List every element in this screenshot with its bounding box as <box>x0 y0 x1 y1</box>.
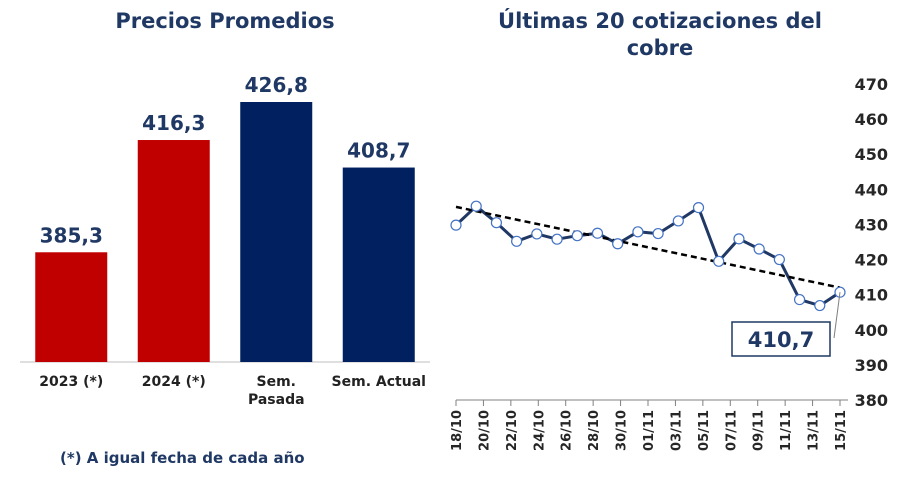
x-tick-label-2: 20/10 <box>477 410 492 451</box>
x-tick-label-8: 01/11 <box>642 410 657 451</box>
data-point-8 <box>591 227 604 239</box>
x-tick-label-10: 05/11 <box>697 410 712 451</box>
bar-2 <box>137 140 210 362</box>
y-tick-label-430: 430 <box>855 215 888 234</box>
y-tick-label-400: 400 <box>855 321 888 340</box>
data-point-2 <box>470 200 482 212</box>
average-prices-panel: Precios Promedios 385,3 2023 (*) 416,3 2024… <box>0 0 440 486</box>
x-tick-label-11: 07/11 <box>724 410 739 451</box>
bar-value-label-1: 385,3 <box>40 223 103 247</box>
data-point-19 <box>814 299 826 312</box>
y-tick-label-470: 470 <box>855 75 888 94</box>
data-point-4 <box>511 235 523 247</box>
data-point-5 <box>531 228 543 240</box>
data-point-18 <box>793 293 806 306</box>
data-point-14 <box>713 255 725 267</box>
copper-quotes-title: Últimas 20 cotizaciones del cobre <box>498 9 822 60</box>
x-tick-label-5: 26/10 <box>560 410 575 451</box>
bar-category-label-4: Sem. Actual <box>332 374 426 390</box>
trend-line <box>455 205 841 289</box>
last-value-callout-label: 410,7 <box>748 328 814 352</box>
bar-4 <box>342 167 415 362</box>
bar-value-label-2: 416,3 <box>142 111 205 135</box>
data-point-16 <box>753 243 765 255</box>
bar-value-label-4: 408,7 <box>347 139 410 163</box>
data-point-17 <box>773 253 785 266</box>
y-tick-label-390: 390 <box>855 356 888 375</box>
data-point-10 <box>632 226 644 238</box>
average-prices-bar-chart: 385,3 2023 (*) 416,3 2024 (*) 426,8 Sem. Pasad… <box>20 73 430 408</box>
bar-category-label-3: Sem. Pasada <box>248 374 305 408</box>
last-value-callout-box <box>731 321 831 357</box>
y-tick-label-440: 440 <box>855 180 888 199</box>
callout-leader-line <box>833 292 841 339</box>
x-tick-label-6: 28/10 <box>587 410 602 451</box>
bar-1 <box>35 252 108 362</box>
x-tick-label-3: 22/10 <box>505 410 520 451</box>
data-point-1 <box>450 219 462 231</box>
x-tick-label-7: 30/10 <box>615 410 630 451</box>
copper-quotes-panel: Últimas 20 cotizaciones del cobre 380 390… <box>440 0 898 486</box>
y-tick-label-460: 460 <box>855 110 888 129</box>
data-point-6 <box>551 233 563 245</box>
average-prices-title: Precios Promedios <box>115 9 335 33</box>
data-point-3 <box>490 217 503 229</box>
data-point-9 <box>612 238 624 250</box>
bar-category-label-2: 2024 (*) <box>142 374 206 390</box>
y-tick-label-410: 410 <box>855 286 888 305</box>
x-tick-label-12: 09/11 <box>752 410 767 451</box>
data-point-12 <box>672 215 684 227</box>
x-tick-label-13: 11/11 <box>779 410 794 451</box>
x-tick-label-1: 18/10 <box>450 410 465 451</box>
data-point-11 <box>652 227 664 240</box>
data-point-7 <box>571 230 583 242</box>
data-point-13 <box>692 201 705 214</box>
x-tick-label-4: 24/10 <box>532 410 547 451</box>
bar-value-label-3: 426,8 <box>245 73 308 97</box>
x-tick-label-14: 13/11 <box>807 410 822 451</box>
data-point-15 <box>733 233 745 245</box>
y-tick-label-380: 380 <box>855 391 888 410</box>
x-tick-label-15: 15/11 <box>834 410 849 451</box>
x-tick-label-9: 03/11 <box>669 410 684 451</box>
bar-3 <box>240 102 313 362</box>
copper-quotes-line-chart: 380 390 400 410 420 430 440 450 460 470 18/10 20/10… <box>450 75 888 451</box>
bar-category-label-1: 2023 (*) <box>39 374 103 390</box>
y-tick-label-450: 450 <box>855 145 888 164</box>
footnote: (*) A igual fecha de cada año <box>60 449 305 467</box>
y-tick-label-420: 420 <box>855 251 888 270</box>
